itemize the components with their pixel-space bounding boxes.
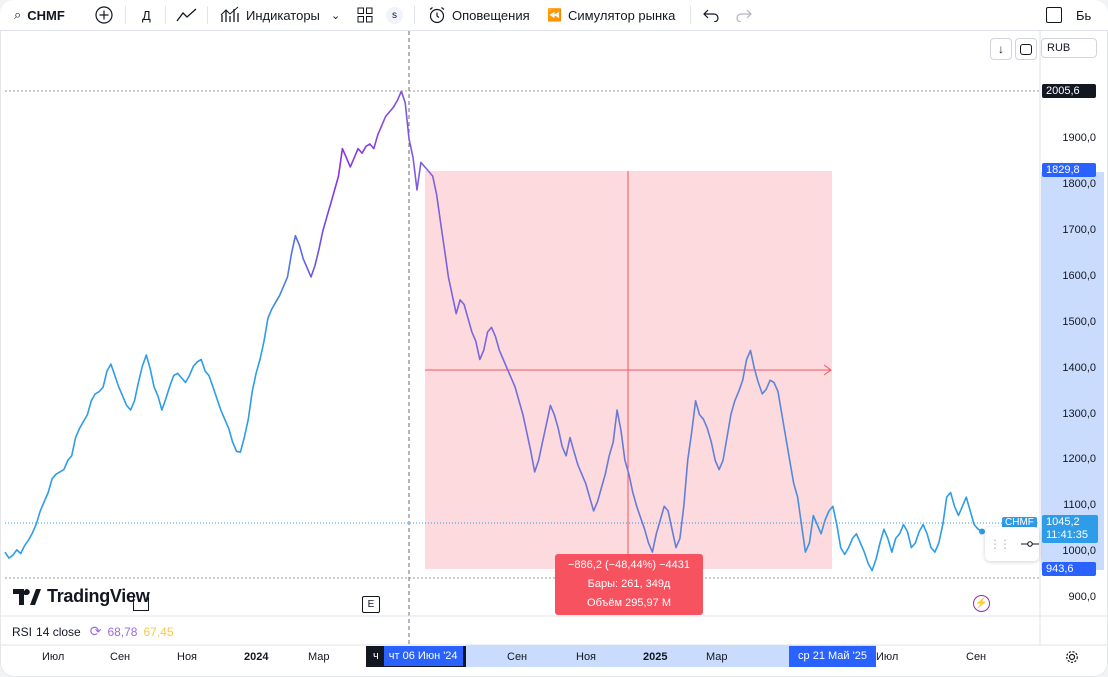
current-price-time: 11:41:35 bbox=[1046, 529, 1089, 541]
measure-label: −886,2 (−48,44%) −4431 Бары: 261, 349д О… bbox=[555, 554, 703, 615]
redo-icon bbox=[736, 9, 752, 22]
time-axis-label: Мар bbox=[706, 651, 728, 663]
crosshair-time-label: чт 06 Июн '24 bbox=[383, 646, 463, 666]
lightning-icon[interactable]: ⚡ bbox=[973, 595, 990, 612]
scroll-down-button[interactable]: ↓ bbox=[990, 38, 1012, 60]
price-tick-label: 1800,0 bbox=[1062, 178, 1096, 191]
replay-label: Симулятор рынка bbox=[567, 7, 676, 23]
square-icon bbox=[1046, 7, 1062, 23]
alerts-label: Оповещения bbox=[452, 7, 530, 23]
script-button[interactable]: s bbox=[386, 0, 403, 30]
dividend-marker[interactable] bbox=[133, 597, 149, 611]
time-axis-label: 2025 bbox=[643, 651, 668, 663]
grid-icon bbox=[357, 7, 373, 23]
fullscreen-button[interactable] bbox=[1046, 0, 1062, 30]
time-axis-label: Ноя bbox=[576, 651, 597, 663]
price-tick-label: 1200,0 bbox=[1062, 453, 1096, 466]
refresh-icon[interactable]: ⟳ bbox=[89, 623, 102, 639]
measure-volume: Объём 295,97 М bbox=[587, 597, 671, 609]
chart-type-button[interactable] bbox=[176, 0, 198, 30]
gear-icon bbox=[1066, 651, 1078, 663]
indicators-icon bbox=[220, 6, 239, 22]
crosshair-time-cut: ч bbox=[373, 650, 379, 662]
settings-button[interactable] bbox=[1065, 650, 1079, 669]
search-icon: ⌕ bbox=[14, 7, 22, 22]
floating-drag-widget[interactable]: ⋮⋮ bbox=[985, 527, 1039, 561]
time-axis-label: Мар bbox=[308, 651, 330, 663]
undo-icon bbox=[703, 9, 719, 22]
price-tick-label: 1100,0 bbox=[1063, 499, 1096, 512]
indicators-button[interactable]: Индикаторы bbox=[220, 0, 320, 30]
symbol-label: CHMF bbox=[27, 7, 65, 23]
time-axis-label: Июл bbox=[876, 651, 899, 663]
s-badge: s bbox=[386, 6, 403, 24]
rsi-value-2: 67,45 bbox=[143, 624, 174, 639]
replay-button[interactable]: ⏪ Симулятор рынка bbox=[547, 0, 675, 30]
time-axis-label: Сен bbox=[507, 651, 528, 663]
last-price-dot bbox=[979, 528, 985, 535]
earnings-marker[interactable]: E bbox=[362, 596, 380, 613]
price-line bbox=[4, 90, 983, 572]
time-axis-label: Ноя bbox=[177, 651, 198, 663]
price-tick-label: 1900,0 bbox=[1062, 132, 1096, 145]
alerts-button[interactable]: Оповещения bbox=[428, 0, 530, 30]
price-tick-label: 1000,0 bbox=[1062, 545, 1096, 558]
refresh-icon bbox=[1020, 43, 1032, 55]
time-axis-label: Сен bbox=[966, 651, 987, 663]
range-end-time-tag: ср 21 Май '25 bbox=[789, 646, 876, 667]
interval-button[interactable]: Д bbox=[142, 7, 151, 23]
currency-selector[interactable]: RUB bbox=[1041, 38, 1097, 58]
rsi-name: RSI bbox=[12, 624, 33, 639]
tradingview-logo[interactable]: TradingView bbox=[13, 586, 150, 607]
price-tick-label: 900,0 bbox=[1068, 590, 1096, 603]
line-chart-icon bbox=[176, 8, 197, 22]
indicators-label: Индикаторы bbox=[246, 7, 320, 23]
price-tick-label: 1600,0 bbox=[1062, 269, 1096, 282]
currency-label: RUB bbox=[1047, 42, 1071, 54]
price-tick-label: 1300,0 bbox=[1062, 407, 1096, 420]
time-axis-label: Июл bbox=[42, 651, 65, 663]
compare-add-button[interactable] bbox=[95, 0, 113, 30]
time-range-highlight bbox=[466, 645, 876, 667]
time-axis-label: Сен bbox=[110, 651, 131, 663]
rewind-icon: ⏪ bbox=[547, 8, 562, 22]
range-top-price-tag: 1829,8 bbox=[1042, 163, 1096, 177]
top-toolbar: ⌕ CHMF Д Индикаторы ⌄ s Оповещения bbox=[0, 0, 1108, 31]
undo-button[interactable] bbox=[703, 0, 719, 30]
quick-trade-button[interactable]: Бь bbox=[1076, 7, 1092, 23]
redo-button[interactable] bbox=[736, 0, 752, 30]
rsi-params: 14 close bbox=[36, 624, 81, 639]
indicators-dropdown[interactable]: ⌄ bbox=[331, 0, 340, 30]
crosshair-time-tag: ч чт 06 Июн '24 bbox=[366, 646, 466, 667]
price-tick-label: 1500,0 bbox=[1062, 315, 1096, 328]
rsi-legend[interactable]: RSI 14 close ⟳ 68,78 67,45 bbox=[12, 623, 174, 640]
measure-bars: Бары: 261, 349д bbox=[587, 578, 671, 590]
tradingview-logo-text: TradingView bbox=[47, 586, 150, 606]
alarm-clock-icon bbox=[429, 7, 445, 24]
plus-circle-icon bbox=[95, 6, 113, 24]
price-line-series bbox=[4, 90, 983, 572]
auto-scale-button[interactable] bbox=[1015, 38, 1037, 60]
range-bottom-price-tag: 943,6 bbox=[1042, 562, 1096, 576]
measure-change: −886,2 (−48,44%) −4431 bbox=[567, 559, 690, 571]
slider-icon bbox=[1021, 541, 1039, 547]
measure-arrow-icon bbox=[823, 364, 832, 376]
current-price-tag: 1045,2 11:41:35 bbox=[1042, 515, 1098, 543]
tradingview-logo-icon bbox=[13, 588, 41, 605]
time-axis-label: 2024 bbox=[244, 651, 269, 663]
layouts-button[interactable] bbox=[357, 0, 373, 30]
price-scale-range-highlight bbox=[1041, 172, 1104, 570]
current-price-value: 1045,2 bbox=[1046, 516, 1080, 528]
symbol-search-button[interactable]: ⌕ CHMF bbox=[14, 0, 65, 30]
chevron-down-icon: ⌄ bbox=[331, 9, 341, 22]
rsi-value-1: 68,78 bbox=[107, 624, 138, 639]
price-tick-label: 1700,0 bbox=[1062, 224, 1096, 237]
price-tick-label: 1400,0 bbox=[1062, 361, 1096, 374]
arrow-down-icon: ↓ bbox=[998, 42, 1004, 56]
high-price-tag: 2005,6 bbox=[1042, 84, 1096, 98]
symbol-price-tag: CHMF bbox=[1002, 517, 1037, 528]
drag-handle-icon: ⋮⋮ bbox=[989, 537, 1011, 551]
